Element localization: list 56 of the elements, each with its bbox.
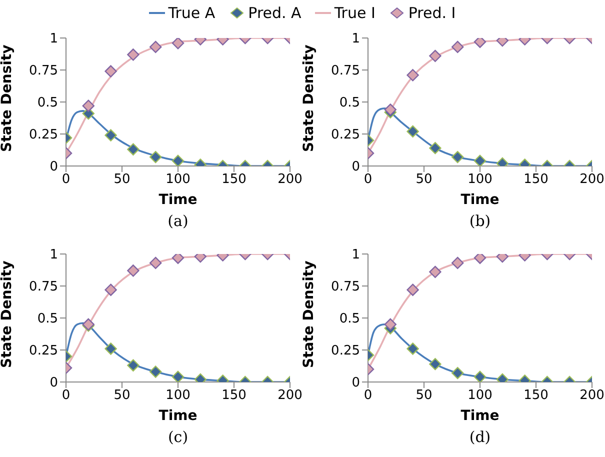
y-tick-label: 0.75 <box>29 64 58 79</box>
y-tick-label: 0.5 <box>339 312 360 327</box>
y-tick-label: 0.25 <box>331 344 360 359</box>
y-tick-label: 0 <box>50 160 58 175</box>
x-tick-label: 150 <box>222 388 246 404</box>
x-tick-label: 0 <box>62 388 70 404</box>
x-tick-label: 200 <box>278 172 302 188</box>
y-tick-label: 0.5 <box>37 312 58 327</box>
text: (a) <box>166 212 190 230</box>
legend-label: Pred. A <box>248 4 302 22</box>
x-tick-label: 200 <box>580 172 604 188</box>
x-tick-label: 100 <box>166 388 190 404</box>
x-tick-label: 50 <box>416 172 432 188</box>
x-tick-label: 0 <box>62 172 70 188</box>
y-axis-title: State Density <box>300 44 317 152</box>
x-tick-label: 200 <box>580 388 604 404</box>
x-axis-title: Time <box>460 408 500 424</box>
x-tick-label: 0 <box>364 172 372 188</box>
legend-label: True I <box>334 4 376 22</box>
x-axis-title: Time <box>158 408 198 424</box>
x-tick-label: 100 <box>166 172 190 188</box>
y-axis-title: State Density <box>0 260 15 368</box>
text: (b) <box>468 212 492 230</box>
y-tick-label: 1 <box>50 248 58 263</box>
x-axis-title: Time <box>158 192 198 208</box>
y-tick-label: 0 <box>50 376 58 391</box>
y-tick-label: 0.5 <box>339 96 360 111</box>
y-tick-label: 1 <box>50 32 58 47</box>
y-axis-title: State Density <box>300 260 317 368</box>
legend-label: True A <box>168 4 216 22</box>
text: (c) <box>166 428 190 446</box>
y-tick-label: 0 <box>352 376 360 391</box>
y-tick-label: 0.25 <box>331 128 360 143</box>
y-tick-label: 0.75 <box>29 280 58 295</box>
x-tick-label: 150 <box>524 172 548 188</box>
x-tick-label: 200 <box>278 388 302 404</box>
y-tick-label: 0.5 <box>37 96 58 111</box>
x-tick-label: 50 <box>114 172 130 188</box>
y-tick-label: 1 <box>352 32 360 47</box>
x-tick-label: 50 <box>114 388 130 404</box>
y-tick-label: 0 <box>352 160 360 175</box>
x-axis-title: Time <box>460 192 500 208</box>
y-tick-label: 0.75 <box>331 64 360 79</box>
x-tick-label: 150 <box>524 388 548 404</box>
y-tick-label: 0.25 <box>29 344 58 359</box>
legend-label: Pred. I <box>408 4 456 22</box>
x-tick-label: 150 <box>222 172 246 188</box>
x-tick-label: 50 <box>416 388 432 404</box>
y-tick-label: 0.25 <box>29 128 58 143</box>
y-axis-title: State Density <box>0 44 15 152</box>
y-tick-label: 0.75 <box>331 280 360 295</box>
x-tick-label: 100 <box>468 388 492 404</box>
y-tick-label: 1 <box>352 248 360 263</box>
x-tick-label: 100 <box>468 172 492 188</box>
x-tick-label: 0 <box>364 388 372 404</box>
text: (d) <box>468 428 492 446</box>
